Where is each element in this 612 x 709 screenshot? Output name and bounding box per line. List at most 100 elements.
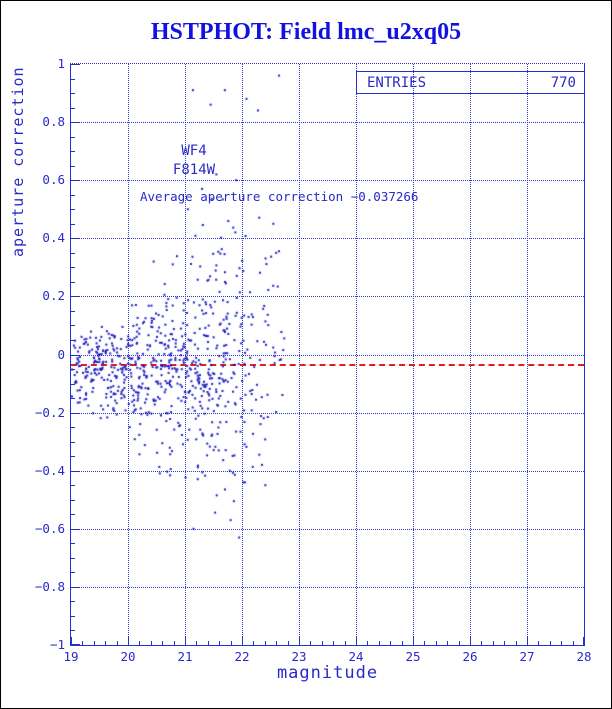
x-minor-tick	[162, 641, 164, 645]
y-minor-tick	[71, 252, 75, 254]
scatter-points-canvas	[71, 64, 584, 645]
y-minor-tick	[71, 136, 75, 138]
x-minor-tick	[367, 641, 369, 645]
x-minor-tick	[196, 641, 198, 645]
y-minor-tick	[71, 310, 75, 312]
x-minor-tick	[287, 641, 289, 645]
y-tick-label: 0.2	[42, 288, 65, 304]
y-minor-tick	[71, 78, 75, 80]
x-minor-tick	[333, 641, 335, 645]
x-minor-tick	[378, 641, 380, 645]
y-major-tick	[71, 470, 80, 472]
y-tick-label: 1	[57, 56, 65, 71]
y-minor-tick	[71, 557, 75, 559]
y-tick-label: 0.6	[42, 172, 65, 188]
y-tick-label: 0	[57, 346, 65, 362]
y-major-tick	[71, 180, 80, 182]
y-tick-label: −1	[49, 637, 65, 652]
x-minor-tick	[276, 641, 278, 645]
x-minor-tick	[549, 641, 551, 645]
x-axis-title: magnitude	[276, 663, 379, 683]
x-major-tick	[299, 637, 300, 645]
y-axis-title: aperture correction	[9, 66, 27, 257]
x-minor-tick	[435, 641, 437, 645]
x-minor-tick	[424, 641, 426, 645]
y-minor-tick	[71, 93, 75, 95]
detector-label: WF4	[181, 143, 207, 159]
y-minor-tick	[71, 223, 75, 225]
y-tick-label: −0.6	[34, 520, 65, 536]
x-major-tick	[527, 637, 528, 645]
y-minor-tick	[71, 485, 75, 487]
y-minor-tick	[71, 369, 75, 371]
y-minor-tick	[71, 456, 75, 458]
y-minor-tick	[71, 151, 75, 153]
y-minor-tick	[71, 630, 75, 632]
x-minor-tick	[447, 641, 449, 645]
x-minor-tick	[458, 641, 460, 645]
x-minor-tick	[492, 641, 494, 645]
page-title: HSTPHOT: Field lmc_u2xq05	[150, 19, 462, 45]
y-minor-tick	[71, 615, 75, 617]
y-minor-tick	[71, 209, 75, 211]
y-minor-tick	[71, 398, 75, 400]
x-major-tick	[356, 637, 357, 645]
y-tick-label: −0.8	[34, 578, 65, 594]
x-minor-tick	[219, 641, 221, 645]
y-major-tick	[71, 296, 80, 298]
x-tick-label: 28	[576, 649, 592, 664]
y-minor-tick	[71, 514, 75, 516]
y-major-tick	[71, 586, 80, 588]
x-minor-tick	[230, 641, 232, 645]
plot-area: WF4 F814W Average aperture correction −0…	[70, 63, 585, 646]
y-minor-tick	[71, 441, 75, 443]
x-tick-label: 20	[120, 649, 136, 664]
x-minor-tick	[173, 641, 175, 645]
x-major-tick	[71, 637, 72, 645]
x-minor-tick	[310, 641, 312, 645]
x-minor-tick	[116, 641, 118, 645]
x-tick-label: 19	[63, 649, 79, 664]
y-minor-tick	[71, 427, 75, 429]
y-major-tick	[71, 644, 80, 645]
y-minor-tick	[71, 325, 75, 327]
x-tick-label: 27	[519, 649, 535, 664]
y-major-tick	[71, 412, 80, 414]
x-major-tick	[185, 637, 186, 645]
x-major-tick	[583, 637, 584, 645]
y-minor-tick	[71, 165, 75, 167]
y-minor-tick	[71, 267, 75, 269]
x-minor-tick	[390, 641, 392, 645]
x-major-tick	[128, 637, 129, 645]
y-minor-tick	[71, 194, 75, 196]
average-correction-text: Average aperture correction −0.037266	[140, 189, 419, 204]
y-minor-tick	[71, 543, 75, 545]
x-minor-tick	[504, 641, 506, 645]
x-tick-label: 22	[234, 649, 250, 664]
x-minor-tick	[139, 641, 141, 645]
entries-value: 770	[550, 74, 576, 91]
x-tick-label: 21	[177, 649, 193, 664]
entries-label: ENTRIES	[367, 74, 427, 91]
x-minor-tick	[207, 641, 209, 645]
x-minor-tick	[264, 641, 266, 645]
filter-label: F814W	[172, 162, 216, 178]
y-major-tick	[71, 528, 80, 530]
entries-box: ENTRIES 770	[356, 71, 585, 94]
y-minor-tick	[71, 107, 75, 109]
x-minor-tick	[561, 641, 563, 645]
y-minor-tick	[71, 383, 75, 385]
y-major-tick	[71, 238, 80, 240]
x-minor-tick	[538, 641, 540, 645]
y-tick-label: 0.8	[42, 114, 65, 130]
x-minor-tick	[572, 641, 574, 645]
y-major-tick	[71, 354, 80, 356]
y-minor-tick	[71, 281, 75, 283]
x-minor-tick	[105, 641, 107, 645]
x-major-tick	[470, 637, 471, 645]
x-minor-tick	[515, 641, 517, 645]
x-minor-tick	[321, 641, 323, 645]
y-tick-label: −0.4	[34, 462, 65, 478]
y-tick-label: −0.2	[34, 404, 65, 420]
